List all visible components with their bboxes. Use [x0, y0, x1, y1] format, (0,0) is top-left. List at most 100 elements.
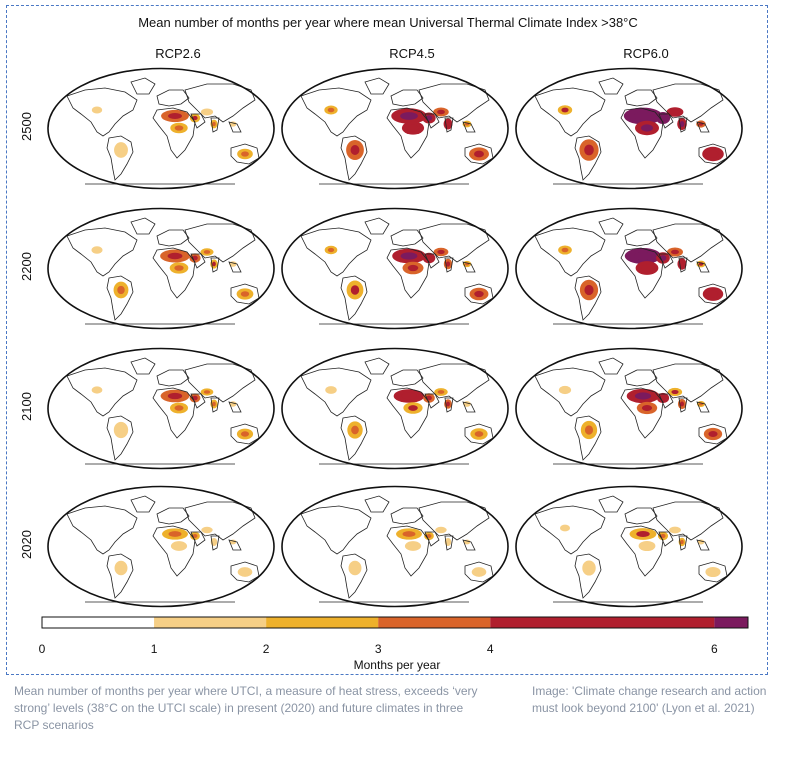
- continent-greenland: [130, 357, 156, 375]
- heat-core: [350, 285, 360, 295]
- heat-core: [327, 107, 335, 113]
- map-frame: [47, 67, 275, 190]
- continent-africa: [386, 387, 430, 439]
- heat-region: [435, 526, 447, 534]
- continent-arabia: [424, 113, 440, 129]
- heat-region: [559, 524, 571, 532]
- row-label-2020: 2020: [18, 529, 34, 559]
- heat-core: [192, 533, 198, 539]
- colorbar-outline: [41, 616, 749, 629]
- continent-europe: [624, 369, 658, 387]
- continent-india: [444, 535, 454, 551]
- continent-europe: [156, 229, 190, 247]
- heat-core: [445, 121, 451, 127]
- continent-northAmerica: [534, 367, 606, 417]
- colorbar-tick-label: 0: [38, 642, 46, 656]
- continent-africa: [386, 247, 430, 299]
- continent-africa: [620, 525, 664, 577]
- heat-core: [474, 290, 484, 298]
- continent-africa: [152, 525, 196, 577]
- continent-africa: [386, 525, 430, 577]
- heat-region: [170, 541, 188, 551]
- continent-seAsia: [462, 539, 476, 551]
- heat-core: [437, 109, 445, 115]
- continent-india: [210, 257, 220, 273]
- map-panel-2200-rcp45: [279, 206, 511, 331]
- heat-core: [241, 151, 249, 157]
- heat-core: [203, 390, 211, 394]
- continent-greenland: [130, 217, 156, 235]
- figure-frame: Mean number of months per year where mea…: [6, 5, 768, 675]
- continent-europe: [624, 507, 658, 525]
- map-panel-2100-rcp45: [279, 346, 511, 471]
- continent-seAsia: [228, 261, 242, 273]
- continent-northAmerica: [300, 367, 372, 417]
- continent-india: [210, 535, 220, 551]
- heat-region: [325, 386, 337, 394]
- map-frame: [47, 347, 275, 470]
- continent-northAmerica: [534, 505, 606, 555]
- heat-core: [437, 249, 445, 255]
- continent-india: [444, 117, 454, 133]
- row-label-2100: 2100: [18, 391, 34, 421]
- continent-europe: [390, 229, 424, 247]
- colorbar-tick-label: 1: [150, 642, 158, 656]
- heat-core: [212, 261, 216, 267]
- continent-australia: [698, 283, 728, 305]
- continent-arabia: [424, 393, 440, 409]
- heat-region: [113, 421, 129, 439]
- colorbar-bin: [378, 617, 491, 628]
- row-label-2500: 2500: [18, 111, 34, 141]
- heat-core: [168, 531, 182, 537]
- heat-core: [212, 121, 216, 127]
- continent-seAsia: [228, 401, 242, 413]
- continent-europe: [390, 89, 424, 107]
- continent-greenland: [364, 357, 390, 375]
- continent-asia: [652, 223, 724, 263]
- continent-australia: [698, 143, 728, 165]
- heat-core: [641, 264, 653, 272]
- continent-arabia: [658, 531, 674, 547]
- continent-seAsia: [462, 401, 476, 413]
- continent-seAsia: [696, 121, 710, 133]
- heat-region: [404, 541, 422, 551]
- continent-greenland: [130, 77, 156, 95]
- colorbar: [41, 616, 749, 629]
- column-header-rcp45: RCP4.5: [389, 46, 435, 61]
- map-frame: [281, 67, 509, 190]
- continent-asia: [184, 363, 256, 403]
- heat-core: [408, 405, 418, 411]
- map-panel-2100-rcp60: [513, 346, 745, 471]
- heat-core: [351, 425, 359, 435]
- map-frame: [47, 485, 275, 608]
- heat-core: [561, 247, 569, 253]
- continent-india: [210, 117, 220, 133]
- continent-australia: [230, 561, 260, 583]
- continent-australia: [698, 561, 728, 583]
- map-frame: [281, 347, 509, 470]
- continent-southAmerica: [574, 553, 602, 599]
- continent-southAmerica: [340, 553, 368, 599]
- continent-asia: [184, 83, 256, 123]
- colorbar-label: Months per year: [353, 658, 441, 672]
- continent-southAmerica: [106, 415, 134, 461]
- heat-core: [445, 261, 451, 267]
- continent-europe: [624, 89, 658, 107]
- colorbar-bin: [154, 617, 267, 628]
- continent-arabia: [658, 113, 674, 129]
- heat-core: [240, 431, 250, 437]
- continent-europe: [156, 369, 190, 387]
- heat-core: [402, 531, 416, 537]
- heat-region: [582, 560, 596, 576]
- map-frame: [515, 347, 743, 470]
- map-panel-2020-rcp45: [279, 484, 511, 609]
- heat-region: [705, 566, 721, 578]
- continent-arabia: [190, 253, 206, 269]
- map-frame: [281, 485, 509, 608]
- heat-core: [670, 109, 680, 115]
- heat-core: [474, 431, 484, 437]
- continent-australia: [230, 143, 260, 165]
- heat-region: [558, 385, 572, 395]
- continent-australia: [230, 283, 260, 305]
- heat-region: [91, 386, 103, 394]
